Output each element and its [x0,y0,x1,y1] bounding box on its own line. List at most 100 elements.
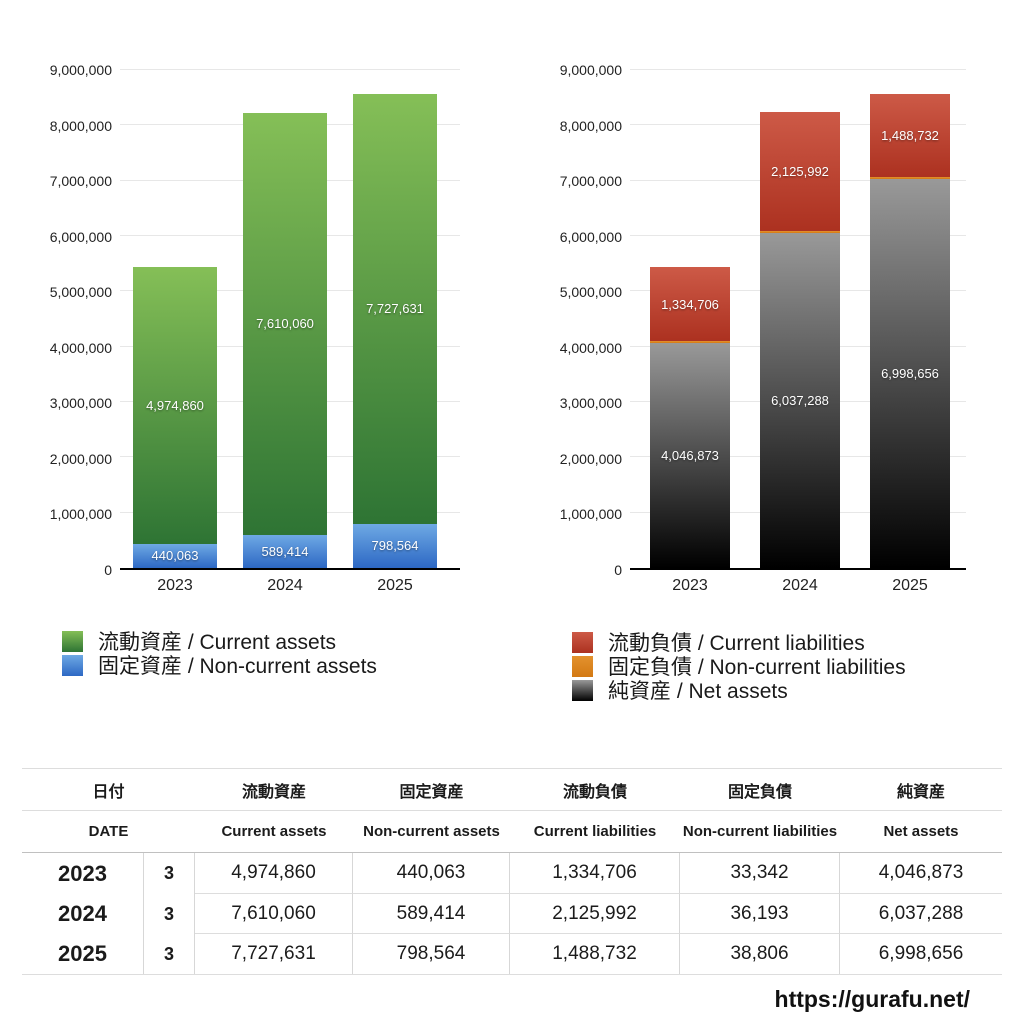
legend-label-current-liabilities: 流動負債 / Current liabilities [608,632,865,655]
y-axis-label: 3,000,000 [559,395,622,412]
segment-current-assets-2024: 7,610,060 [243,112,327,536]
x-axis-label: 2025 [892,577,928,594]
cell-non-current-liabilities-2023: 33,342 [680,853,840,894]
segment-current-assets-2025: 7,727,631 [353,94,437,524]
y-axis-label: 5,000,000 [49,284,112,301]
gridline [630,69,966,70]
balance-sheet-table: 日付 流動資産 固定資産 流動負債 固定負債 純資産 DATE Current assets N… [22,768,1002,975]
y-axis-label: 4,000,000 [49,339,112,356]
legend-label-current-assets: 流動資産 / Current assets [98,631,337,654]
legend-item-non-current-liabilities: 固定負債 / Non-current liabilities [572,654,906,679]
legend-label-non-current-liabilities: 固定負債 / Non-current liabilities [608,656,906,679]
y-axis-label: 6,000,000 [49,228,112,245]
bar-value-label: 1,334,706 [661,296,719,312]
bar-value-label: 798,564 [371,538,419,554]
segment-non-current-assets-2025: 798,564 [353,523,437,568]
x-axis-label: 2023 [672,577,708,594]
bar-value-label: 1,488,732 [881,128,939,144]
x-axis-label: 2024 [782,577,818,594]
segment-current-liabilities-2024: 2,125,992 [760,112,840,231]
legend-liabilities: 流動負債 / Current liabilities 固定負債 / Non-cur… [572,630,906,703]
header-jp-net-assets: 純資産 [840,769,1002,811]
legend-item-current-assets: 流動資産 / Current assets [62,629,377,654]
cell-month-2025: 3 [144,934,195,974]
header-en-non-current-liabilities: Non-current liabilities [680,811,840,853]
bar-value-label: 589,414 [261,544,309,560]
legend-swatch-current-assets [62,630,83,652]
x-axis-label: 2024 [267,577,303,594]
x-axis-label: 2025 [377,577,413,594]
bar-value-label: 2,125,992 [771,164,829,180]
header-en-net-assets: Net assets [840,811,1002,853]
watermark-url: https://gurafu.net/ [774,986,970,1012]
legend-label-non-current-assets: 固定資産 / Non-current assets [98,655,377,678]
bar-2023: 4,046,873 33,342 1,334,706 [650,70,730,568]
bar-2023: 440,063 4,974,860 [133,70,217,568]
y-axis-label: 1,000,000 [559,506,622,523]
cell-year-2023: 2023 [22,853,144,894]
legend-swatch-non-current-liabilities [572,655,593,677]
bar-value-label: 7,727,631 [366,301,424,317]
segment-non-current-liabilities-2024: 36,193 [760,214,840,233]
cell-current-assets-2024: 7,610,060 [195,894,353,934]
cell-year-2025: 2025 [22,934,144,974]
y-axis-label: 4,000,000 [559,339,622,356]
legend-assets: 流動資産 / Current assets 固定資産 / Non-current … [62,629,377,678]
cell-current-assets-2025: 7,727,631 [195,934,353,974]
cell-month-2024: 3 [144,894,195,934]
header-jp-non-current-liabilities: 固定負債 [680,769,840,811]
legend-label-net-assets: 純資産 / Net assets [608,680,788,703]
y-axis-label: 5,000,000 [559,284,622,301]
bar-value-label: 4,046,873 [661,448,719,464]
cell-current-assets-2023: 4,974,860 [195,853,353,894]
cell-non-current-liabilities-2025: 38,806 [680,934,840,974]
bar-value-label: 6,037,288 [771,392,829,408]
segment-non-current-liabilities-2025: 38,806 [870,160,950,180]
segment-current-assets-2023: 4,974,860 [133,267,217,544]
header-jp-date: 日付 [22,769,195,811]
cell-net-assets-2023: 4,046,873 [840,853,1002,894]
y-axis-label: 6,000,000 [559,228,622,245]
segment-net-assets-2023: 4,046,873 [650,343,730,568]
cell-current-liabilities-2023: 1,334,706 [510,853,680,894]
y-axis-label: 3,000,000 [49,395,112,412]
y-axis-label: 2,000,000 [49,450,112,467]
header-jp-current-liabilities: 流動負債 [510,769,680,811]
segment-non-current-assets-2023: 440,063 [133,543,217,568]
legend-swatch-net-assets [572,679,593,701]
header-en-current-liabilities: Current liabilities [510,811,680,853]
y-axis-label: 1,000,000 [49,506,112,523]
cell-non-current-assets-2023: 440,063 [353,853,510,894]
header-jp-non-current-assets: 固定資産 [353,769,510,811]
cell-net-assets-2025: 6,998,656 [878,943,964,964]
y-axis-label: 0 [614,562,622,578]
cell-net-assets-2024: 6,037,288 [840,894,1002,934]
segment-current-liabilities-2023: 1,334,706 [650,267,730,342]
y-axis-label: 9,000,000 [49,62,112,78]
segment-non-current-liabilities-2023: 33,342 [650,324,730,344]
legend-swatch-current-liabilities [572,631,593,653]
segment-current-liabilities-2025: 1,488,732 [870,94,950,178]
segment-net-assets-2025: 6,998,656 [870,179,950,568]
header-jp-current-assets: 流動資産 [195,769,353,811]
segment-non-current-assets-2024: 589,414 [243,535,327,568]
cell-non-current-assets-2024: 589,414 [353,894,510,934]
bar-value-label: 6,998,656 [881,366,939,382]
header-en-current-assets: Current assets [195,811,353,853]
x-axis-label: 2023 [157,577,193,594]
assets-plot: 440,063 4,974,860 589,414 7,610,060 798,564 7… [120,69,460,570]
bar-value-label: 7,610,060 [256,316,314,332]
bar-2025: 798,564 7,727,631 [353,70,437,568]
gridline [120,69,460,70]
cell-year-2024: 2024 [22,894,144,934]
legend-item-current-liabilities: 流動負債 / Current liabilities [572,630,906,655]
liabilities-plot: 4,046,873 33,342 1,334,706 6,037,288 36,193 2… [630,69,966,570]
y-axis-label: 8,000,000 [559,117,622,134]
y-axis-label: 8,000,000 [49,117,112,134]
header-en-date: DATE [22,811,195,853]
legend-item-net-assets: 純資産 / Net assets [572,678,906,703]
legend-item-non-current-assets: 固定資産 / Non-current assets [62,653,377,678]
y-axis-label: 9,000,000 [559,62,622,78]
header-en-non-current-assets: Non-current assets [353,811,510,853]
